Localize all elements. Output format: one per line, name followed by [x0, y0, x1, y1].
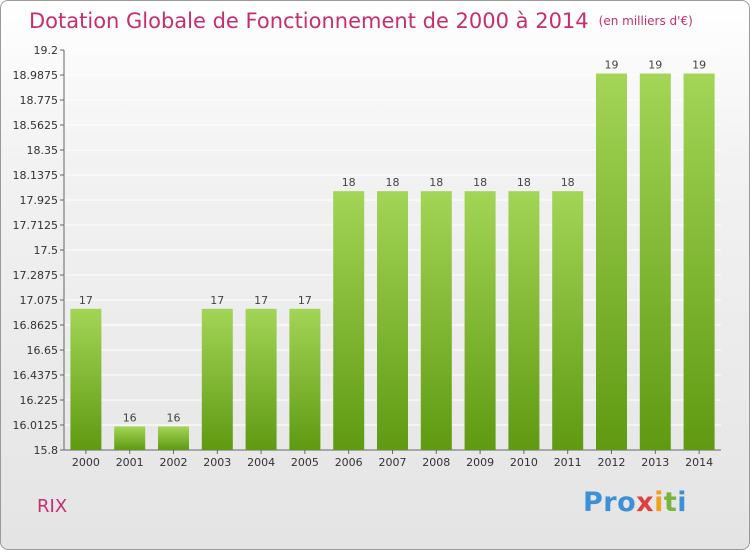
bar-value-label: 19	[692, 59, 706, 72]
bar	[420, 191, 452, 451]
bar	[464, 191, 496, 451]
x-tick-label: 2014	[685, 456, 713, 469]
bar	[377, 191, 408, 451]
bar	[596, 73, 627, 450]
bar	[508, 191, 540, 451]
x-tick-label: 2000	[72, 456, 100, 469]
x-tick-label: 2007	[379, 456, 407, 469]
logo-part: Pro	[583, 487, 637, 518]
y-tick-label: 15.8	[34, 444, 59, 457]
bar	[289, 308, 321, 450]
x-tick-label: 2006	[335, 456, 363, 469]
y-tick-label: 17.5	[34, 244, 59, 257]
y-tick-label: 17.075	[20, 294, 59, 307]
y-tick-label: 16.8625	[13, 319, 59, 332]
x-axis-labels: 2000 2001 2002 2003 2004 2005 2006 2007 2008 2009…	[72, 450, 713, 469]
y-tick-label: 16.0125	[13, 419, 59, 432]
bar	[114, 426, 146, 450]
y-tick-label: 18.35	[27, 144, 59, 157]
bar-value-label: 18	[342, 176, 356, 189]
x-tick-label: 2013	[641, 456, 669, 469]
x-tick-label: 2010	[510, 456, 538, 469]
x-tick-label: 2011	[554, 456, 582, 469]
bar-value-label: 17	[210, 294, 224, 307]
y-tick-label: 17.2875	[13, 269, 59, 282]
y-tick-label: 17.7125	[13, 219, 59, 232]
y-tick-label: 19.2	[34, 44, 59, 57]
x-tick-label: 2004	[247, 456, 275, 469]
bars: 17 16 16 17 17 17 18 18 18 18 18 18 19 19 19	[70, 59, 715, 451]
y-tick-label: 16.4375	[13, 369, 59, 382]
bar-value-label: 18	[561, 176, 575, 189]
bar-value-label: 18	[473, 176, 487, 189]
bar	[158, 426, 189, 450]
bar	[201, 308, 233, 450]
x-tick-label: 2002	[160, 456, 188, 469]
x-tick-label: 2008	[422, 456, 450, 469]
x-tick-label: 2001	[116, 456, 144, 469]
proxiti-logo[interactable]: Proxiti	[583, 487, 687, 518]
bar	[70, 308, 102, 450]
bar-value-label: 17	[79, 294, 93, 307]
bar-value-label: 19	[648, 59, 662, 72]
bar	[245, 308, 277, 450]
bar-value-label: 18	[386, 176, 400, 189]
bar-value-label: 16	[123, 411, 137, 424]
y-tick-label: 16.225	[20, 394, 59, 407]
x-tick-label: 2003	[203, 456, 231, 469]
bar	[552, 191, 584, 451]
bar	[683, 73, 715, 450]
bar	[639, 73, 671, 450]
y-tick-label: 16.65	[27, 344, 59, 357]
bar-value-label: 19	[605, 59, 619, 72]
y-tick-label: 18.5625	[13, 119, 59, 132]
y-tick-label: 18.9875	[13, 69, 59, 82]
x-tick-label: 2005	[291, 456, 319, 469]
bar-value-label: 18	[517, 176, 531, 189]
y-tick-label: 18.1375	[13, 169, 59, 182]
bar-value-label: 18	[429, 176, 443, 189]
x-tick-label: 2012	[598, 456, 626, 469]
bar-value-label: 16	[167, 411, 181, 424]
logo-part: i	[677, 487, 688, 518]
bar-value-label: 17	[298, 294, 312, 307]
y-tick-label: 18.775	[20, 94, 59, 107]
logo-part: x	[636, 487, 655, 518]
chart-title: Dotation Globale de Fonctionnement de 20…	[29, 9, 693, 33]
y-tick-label: 17.925	[20, 194, 59, 207]
logo-part: t	[663, 487, 678, 518]
chart-unit: (en milliers d'€)	[598, 14, 693, 28]
chart-title-text: Dotation Globale de Fonctionnement de 20…	[29, 9, 589, 33]
bar	[333, 191, 365, 451]
commune-name: RIX	[37, 496, 68, 517]
logo-part: i	[654, 487, 664, 518]
x-tick-label: 2009	[466, 456, 494, 469]
bar-value-label: 17	[254, 294, 268, 307]
